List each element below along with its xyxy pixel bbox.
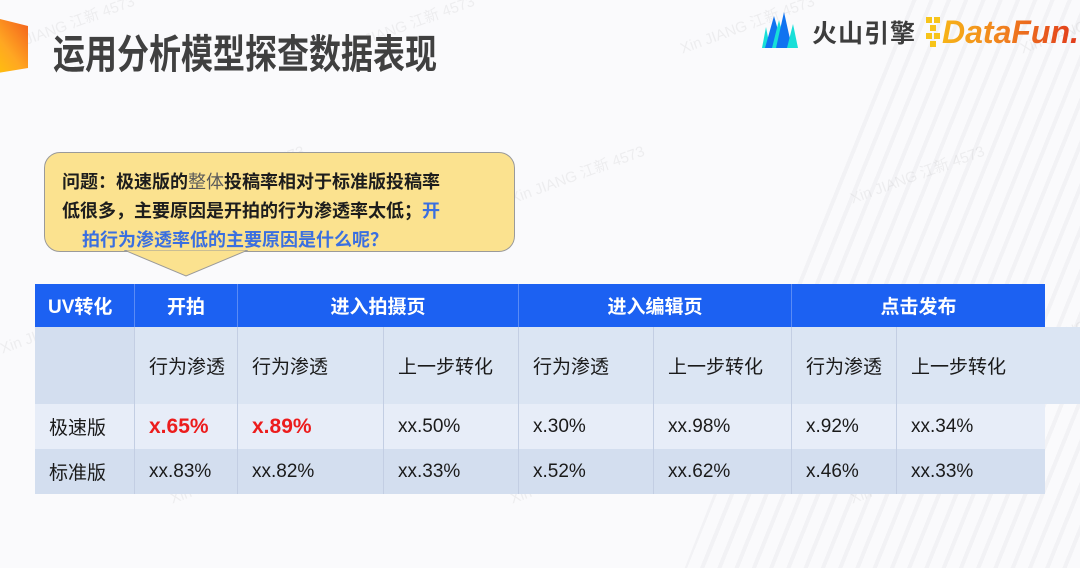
svg-text:DataFun.: DataFun.: [942, 14, 1079, 49]
